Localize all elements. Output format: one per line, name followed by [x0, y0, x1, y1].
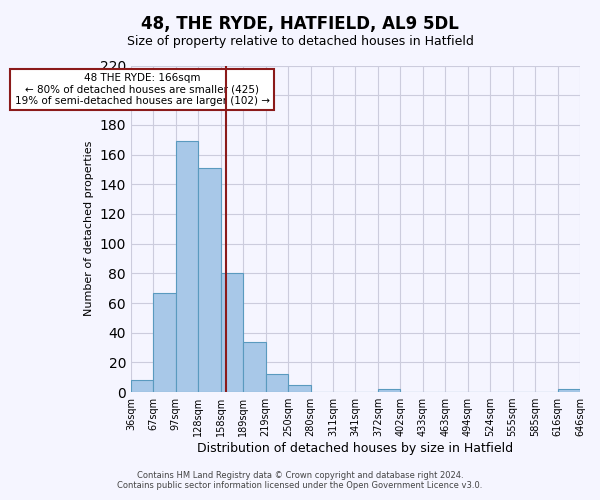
Bar — [557, 389, 580, 392]
Text: 48 THE RYDE: 166sqm
← 80% of detached houses are smaller (425)
19% of semi-detac: 48 THE RYDE: 166sqm ← 80% of detached ho… — [14, 73, 269, 106]
Bar — [266, 374, 288, 392]
Bar — [131, 380, 154, 392]
Bar — [243, 342, 266, 392]
Bar — [154, 292, 176, 392]
Bar — [378, 389, 400, 392]
Text: 48, THE RYDE, HATFIELD, AL9 5DL: 48, THE RYDE, HATFIELD, AL9 5DL — [141, 15, 459, 33]
Text: Size of property relative to detached houses in Hatfield: Size of property relative to detached ho… — [127, 35, 473, 48]
Bar — [221, 274, 243, 392]
Bar — [288, 384, 311, 392]
Bar — [198, 168, 221, 392]
Text: Contains HM Land Registry data © Crown copyright and database right 2024.
Contai: Contains HM Land Registry data © Crown c… — [118, 470, 482, 490]
X-axis label: Distribution of detached houses by size in Hatfield: Distribution of detached houses by size … — [197, 442, 514, 455]
Bar — [176, 141, 198, 392]
Y-axis label: Number of detached properties: Number of detached properties — [84, 141, 94, 316]
